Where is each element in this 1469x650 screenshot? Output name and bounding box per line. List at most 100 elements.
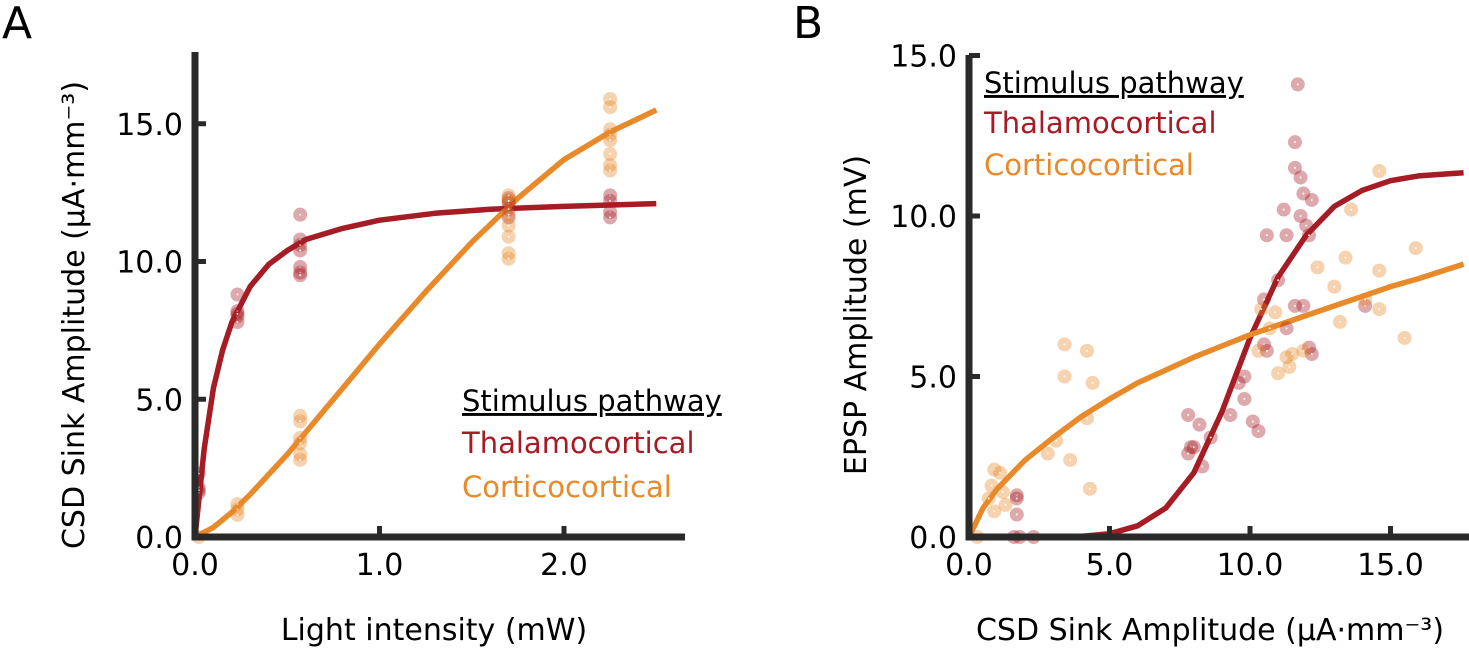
data-point-corticocortical	[501, 188, 516, 203]
data-point-thalamocortical	[1181, 446, 1196, 461]
fit-lines-a	[192, 107, 658, 540]
data-point-corticocortical	[230, 502, 245, 517]
data-point-thalamocortical	[1302, 228, 1317, 243]
data-point-corticocortical	[1372, 164, 1387, 179]
data-point-corticocortical	[603, 122, 618, 137]
data-point-corticocortical	[1282, 359, 1297, 374]
data-point-corticocortical	[230, 507, 245, 522]
panel-letter-a: A	[2, 0, 32, 49]
data-point-thalamocortical	[1203, 430, 1218, 445]
data-point-corticocortical	[501, 229, 516, 244]
data-point-thalamocortical	[293, 207, 308, 222]
data-point-corticocortical	[1268, 305, 1283, 320]
x-axis-label-b: CSD Sink Amplitude (µA·mm⁻³)	[976, 613, 1444, 648]
data-point-corticocortical	[1338, 250, 1353, 265]
data-point-thalamocortical	[1259, 343, 1274, 358]
data-point-thalamocortical	[1287, 135, 1302, 150]
data-point-thalamocortical	[501, 196, 516, 211]
data-point-corticocortical	[1251, 343, 1266, 358]
x-tick-label: 15.0	[1357, 548, 1424, 583]
data-point-corticocortical	[1327, 279, 1342, 294]
data-point-thalamocortical	[1257, 292, 1272, 307]
data-point-thalamocortical	[293, 232, 308, 247]
data-point-thalamocortical	[1304, 192, 1319, 207]
data-point-thalamocortical	[230, 315, 245, 330]
x-tick-label: 2.0	[540, 548, 588, 583]
legend-entry-corticocortical-b: Corticocortical	[984, 148, 1194, 182]
data-point-thalamocortical	[1279, 228, 1294, 243]
panel-letter-b: B	[793, 0, 823, 49]
data-point-thalamocortical	[1287, 298, 1302, 313]
data-point-thalamocortical	[1271, 273, 1286, 288]
data-point-thalamocortical	[1299, 218, 1314, 233]
data-point-thalamocortical	[1296, 298, 1311, 313]
y-tick-label: 15.0	[116, 108, 183, 143]
data-point-thalamocortical	[230, 287, 245, 302]
tick-labels-b: 0.0 5.0 10.0 15.0 0.0 5.0 10.0 15.0	[890, 40, 1424, 584]
data-point-corticocortical	[1372, 263, 1387, 278]
data-point-thalamocortical	[1009, 507, 1024, 522]
data-point-corticocortical	[293, 430, 308, 445]
data-point-corticocortical	[293, 447, 308, 462]
data-point-corticocortical	[293, 414, 308, 429]
fit-line-thalamocortical	[968, 169, 1464, 540]
x-tick-label: 1.0	[356, 548, 404, 583]
data-point-corticocortical	[293, 408, 308, 423]
data-point-thalamocortical	[1237, 369, 1252, 384]
data-point-corticocortical	[603, 147, 618, 162]
y-tick-label: 15.0	[890, 40, 957, 75]
data-point-thalamocortical	[230, 309, 245, 324]
data-point-corticocortical	[984, 478, 999, 493]
data-point-thalamocortical	[1304, 347, 1319, 362]
x-tick-label: 0.0	[171, 548, 219, 583]
data-point-thalamocortical	[1293, 209, 1308, 223]
data-point-corticocortical	[1057, 369, 1072, 384]
data-point-thalamocortical	[1251, 424, 1266, 439]
fit-line-corticocortical	[193, 107, 658, 540]
y-axis-label-a: CSD Sink Amplitude (µA·mm⁻³)	[57, 81, 92, 549]
data-point-thalamocortical	[1195, 459, 1210, 474]
legend-entry-thalamocortical-b: Thalamocortical	[983, 106, 1217, 140]
data-point-corticocortical	[1332, 314, 1347, 329]
data-point-thalamocortical	[1009, 491, 1024, 506]
data-point-corticocortical	[1372, 302, 1387, 317]
y-tick-label: 0.0	[909, 521, 957, 556]
panel-b: B 0.0 5.0 10.0 15.0 0.0 5.0 10.0 15.0 CSD Sink …	[793, 0, 1469, 648]
data-point-thalamocortical	[1231, 375, 1246, 390]
data-point-corticocortical	[501, 251, 516, 266]
data-point-corticocortical	[1262, 321, 1277, 336]
data-point-thalamocortical	[230, 306, 245, 321]
data-point-corticocortical	[501, 207, 516, 222]
axes-b	[965, 53, 1469, 541]
data-point-corticocortical	[501, 246, 516, 261]
fit-line-thalamocortical	[192, 200, 657, 538]
data-point-thalamocortical	[1192, 417, 1207, 432]
data-point-thalamocortical	[1009, 488, 1024, 503]
data-point-thalamocortical	[603, 210, 618, 225]
data-point-corticocortical	[1310, 260, 1325, 275]
data-point-thalamocortical	[1183, 440, 1198, 455]
data-point-thalamocortical	[1223, 408, 1238, 423]
y-tick-label: 10.0	[116, 246, 183, 281]
y-tick-label: 0.0	[135, 521, 183, 556]
y-tick-label: 5.0	[135, 383, 183, 418]
data-point-corticocortical	[1080, 411, 1095, 426]
data-point-corticocortical	[992, 465, 1007, 480]
data-point-thalamocortical	[603, 188, 618, 203]
data-point-corticocortical	[1279, 350, 1294, 365]
data-point-thalamocortical	[1237, 391, 1252, 406]
data-point-corticocortical	[1296, 343, 1311, 358]
y-tick-label: 5.0	[909, 361, 957, 396]
data-point-corticocortical	[1063, 452, 1078, 467]
data-point-corticocortical	[981, 491, 996, 506]
data-point-corticocortical	[1344, 202, 1359, 217]
data-point-corticocortical	[1408, 241, 1423, 256]
legend-title-a: Stimulus pathway	[462, 384, 722, 418]
data-point-thalamocortical	[1181, 408, 1196, 423]
data-point-corticocortical	[1085, 375, 1100, 390]
data-point-corticocortical	[998, 497, 1013, 512]
data-point-thalamocortical	[501, 191, 516, 206]
fit-lines-b	[966, 169, 1465, 540]
data-point-thalamocortical	[293, 260, 308, 275]
